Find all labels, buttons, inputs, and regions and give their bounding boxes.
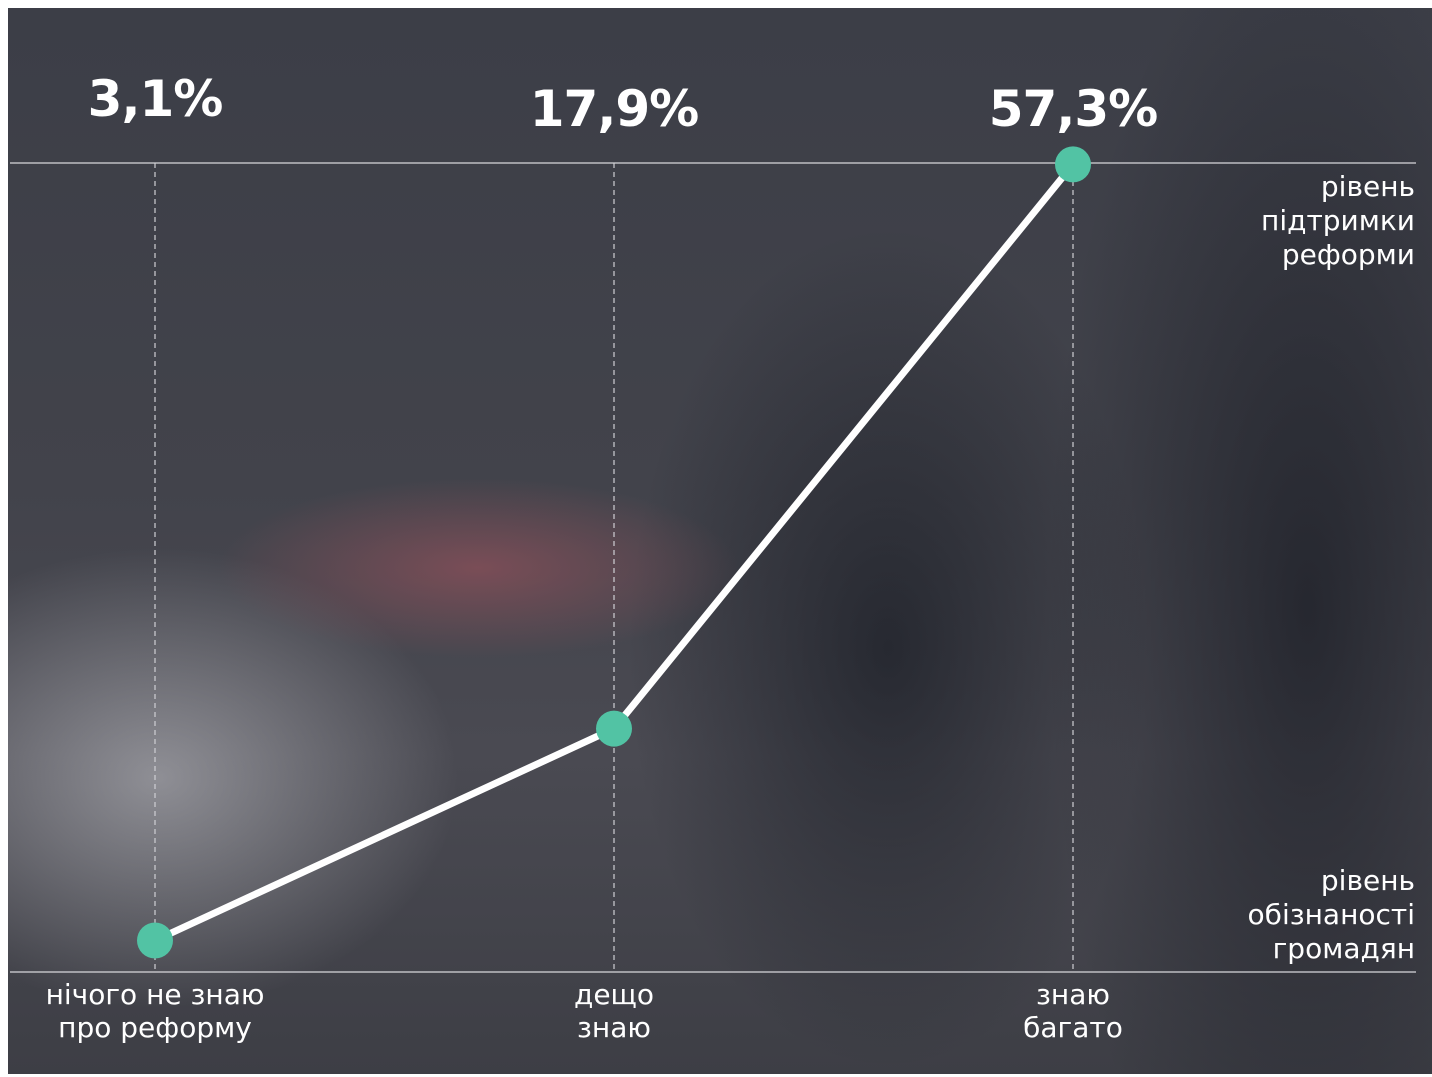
data-label: 17,9% xyxy=(529,80,699,138)
x-tick-label: дещо знаю xyxy=(573,978,655,1044)
data-point xyxy=(596,710,632,747)
data-point xyxy=(137,922,173,959)
data-label: 57,3% xyxy=(988,80,1158,138)
data-point xyxy=(1055,146,1091,183)
x-tick-label: нічого не знаю про реформу xyxy=(45,978,265,1044)
data-label: 3,1% xyxy=(87,70,224,128)
y-axis-label: рівень підтримки реформи xyxy=(1261,170,1415,271)
x-axis-label: рівень обізнаності громадян xyxy=(1247,864,1415,965)
x-tick-label: знаю багато xyxy=(1023,978,1123,1044)
